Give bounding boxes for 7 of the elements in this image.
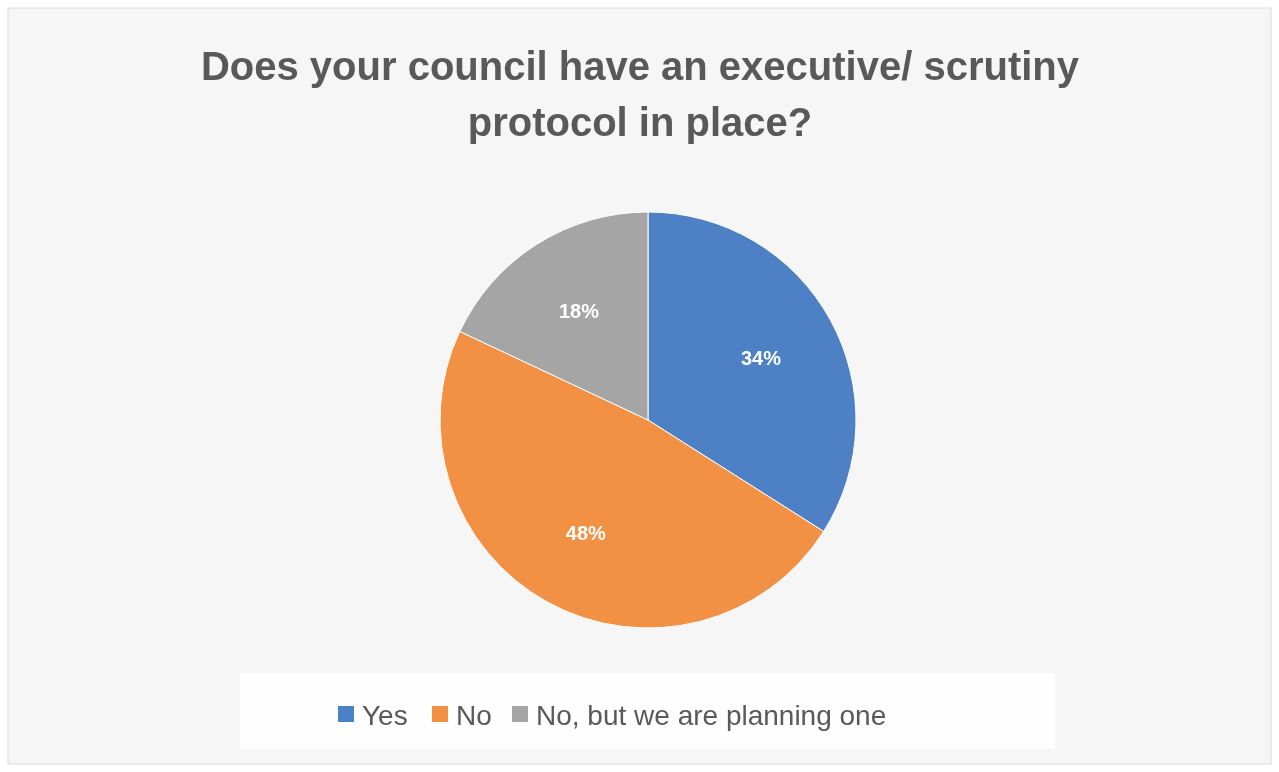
data-label: 34%	[740, 346, 782, 369]
legend-label: No, but we are planning one	[536, 699, 887, 731]
data-label: 18%	[558, 300, 600, 323]
chart-title: Does your council have an executive/ scrutiny protocol in place?	[200, 44, 1080, 144]
legend-label: No	[456, 699, 492, 731]
legend-label: Yes	[362, 699, 408, 731]
data-label: 48%	[565, 522, 607, 545]
